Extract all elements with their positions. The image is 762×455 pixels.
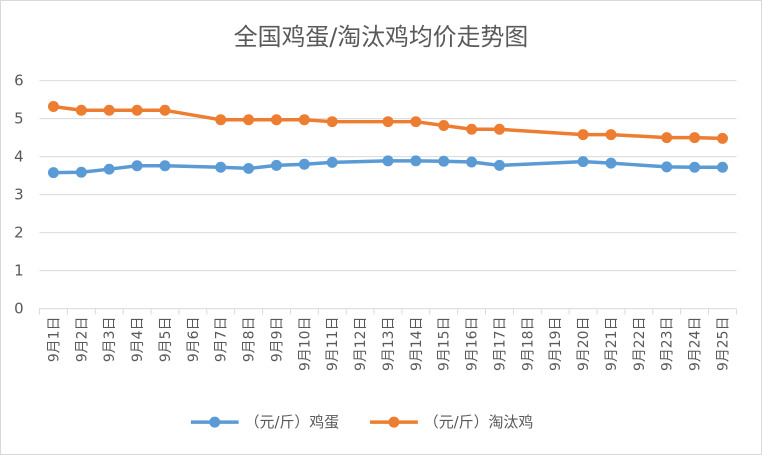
x-tick-label: 9月9日 xyxy=(269,317,285,363)
legend-label: （元/斤）鸡蛋 xyxy=(245,413,340,431)
data-point xyxy=(382,155,394,167)
data-point xyxy=(243,114,255,126)
data-point xyxy=(131,160,143,172)
data-point xyxy=(47,101,59,112)
x-axis-ticks: 9月1日 9月2日 9月3日 9月4日 9月5日 9月6日 9月7日 9月8日 9月9日 9月10… xyxy=(46,317,731,371)
y-tick-label: 4 xyxy=(14,148,23,166)
data-point xyxy=(131,104,143,116)
data-point xyxy=(577,156,589,168)
x-tick-label: 9月14日 xyxy=(409,317,425,371)
legend: （元/斤）鸡蛋 （元/斤）淘汰鸡 xyxy=(190,413,533,431)
data-point xyxy=(103,104,115,116)
data-point xyxy=(75,104,87,116)
x-tick-label: 9月3日 xyxy=(102,317,118,363)
data-point xyxy=(326,156,338,168)
x-tick-label: 9月22日 xyxy=(632,317,648,371)
data-point xyxy=(605,129,617,141)
data-point xyxy=(159,160,171,172)
data-point xyxy=(494,123,505,135)
series-layer xyxy=(47,101,728,179)
x-tick-label: 9月7日 xyxy=(214,317,230,363)
series-1 xyxy=(47,155,728,179)
data-point xyxy=(466,123,478,135)
x-tick-label: 9月5日 xyxy=(158,317,174,363)
data-point xyxy=(382,116,394,128)
data-point xyxy=(47,167,59,179)
data-point xyxy=(215,161,227,173)
legend-marker xyxy=(388,416,400,428)
data-point xyxy=(717,132,728,144)
x-tick-label: 9月2日 xyxy=(74,317,90,363)
data-point xyxy=(438,155,450,167)
data-point xyxy=(577,129,589,141)
x-tick-label: 9月24日 xyxy=(688,317,704,371)
x-tick-label: 9月21日 xyxy=(604,317,620,371)
series-2 xyxy=(47,101,728,144)
x-tick-label: 9月16日 xyxy=(465,317,481,371)
y-tick-label: 0 xyxy=(14,300,23,318)
data-point xyxy=(689,132,701,144)
y-tick-label: 1 xyxy=(14,262,23,280)
data-point xyxy=(298,114,310,126)
data-point xyxy=(661,161,673,173)
x-tick-label: 9月18日 xyxy=(520,317,536,371)
x-tick-label: 9月1日 xyxy=(46,317,62,363)
data-point xyxy=(438,120,450,131)
x-tick-label: 9月15日 xyxy=(437,317,453,371)
legend-marker xyxy=(209,416,221,428)
data-point xyxy=(717,161,728,173)
y-axis-ticks: 0 1 2 3 4 5 6 xyxy=(14,72,23,318)
data-point xyxy=(298,158,310,170)
data-point xyxy=(410,155,422,167)
data-point xyxy=(326,116,338,128)
x-tick-label: 9月11日 xyxy=(325,317,341,371)
x-tick-label: 9月20日 xyxy=(576,317,592,371)
x-tick-label: 9月25日 xyxy=(715,317,731,371)
x-tick-label: 9月10日 xyxy=(297,317,313,371)
data-point xyxy=(689,161,701,173)
y-tick-label: 2 xyxy=(14,224,23,242)
gridlines xyxy=(39,80,737,315)
data-point xyxy=(243,162,255,174)
data-point xyxy=(605,157,617,169)
data-point xyxy=(410,116,422,128)
x-tick-label: 9月4日 xyxy=(130,317,146,363)
x-tick-label: 9月17日 xyxy=(492,317,508,371)
x-tick-label: 9月6日 xyxy=(186,317,202,363)
y-tick-label: 6 xyxy=(14,72,23,90)
x-tick-label: 9月12日 xyxy=(353,317,369,371)
data-point xyxy=(466,156,478,168)
legend-label: （元/斤）淘汰鸡 xyxy=(424,413,533,431)
data-point xyxy=(215,114,227,126)
data-point xyxy=(75,166,87,178)
x-tick-label: 9月19日 xyxy=(548,317,564,371)
data-point xyxy=(159,104,171,116)
y-tick-label: 5 xyxy=(14,110,23,128)
data-point xyxy=(661,132,673,144)
chart-title: 全国鸡蛋/淘汰鸡均价走势图 xyxy=(234,23,529,51)
data-point xyxy=(103,163,115,175)
x-tick-label: 9月8日 xyxy=(242,317,258,363)
data-point xyxy=(270,114,282,126)
x-tick-label: 9月23日 xyxy=(660,317,676,371)
x-tick-label: 9月13日 xyxy=(381,317,397,371)
y-tick-label: 3 xyxy=(14,186,23,204)
data-point xyxy=(494,159,505,171)
data-point xyxy=(270,159,282,171)
